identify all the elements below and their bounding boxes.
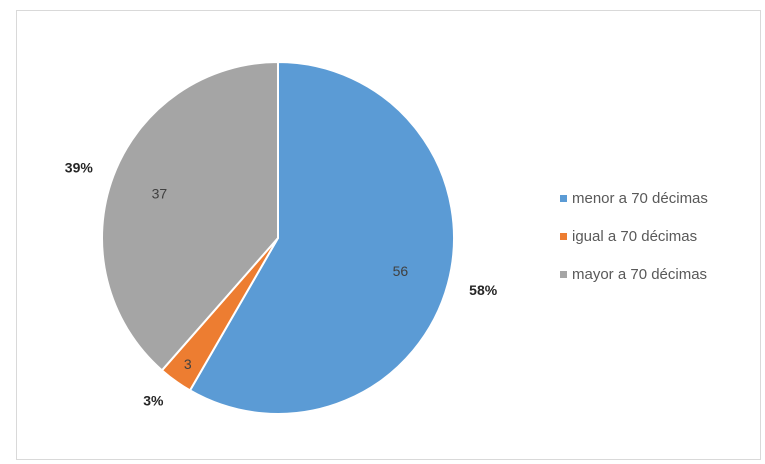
pie-slice-menor	[188, 60, 455, 415]
legend-item-igual: igual a 70 décimas	[560, 225, 708, 247]
legend-label-igual: igual a 70 décimas	[572, 227, 698, 245]
value-label-menor: 56	[393, 263, 409, 279]
legend-item-mayor: mayor a 70 décimas	[560, 263, 708, 285]
legend-label-mayor: mayor a 70 décimas	[572, 265, 708, 283]
legend-label-menor: menor a 70 décimas	[572, 189, 708, 207]
legend-item-menor: menor a 70 décimas	[560, 187, 708, 209]
percent-label-mayor: 39%	[65, 160, 94, 176]
value-label-mayor: 37	[152, 185, 168, 201]
legend-swatch-menor	[560, 194, 567, 202]
value-labels: 56 3 37	[152, 185, 409, 372]
legend: menor a 70 décimas igual a 70 décimas ma…	[560, 187, 708, 301]
percent-label-igual: 3%	[143, 393, 164, 409]
value-label-igual: 3	[184, 356, 192, 372]
pie-slices	[101, 60, 455, 415]
legend-swatch-igual	[560, 232, 567, 240]
pie-slice-mayor	[101, 60, 279, 372]
percent-labels: 58% 3% 39%	[65, 160, 498, 409]
legend-swatch-mayor	[560, 270, 567, 278]
percent-label-menor: 58%	[469, 282, 498, 298]
